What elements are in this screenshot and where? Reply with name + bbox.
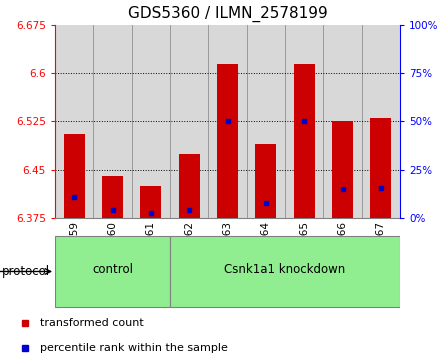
Text: transformed count: transformed count	[40, 318, 143, 328]
Bar	[217, 64, 238, 218]
Text: Csnk1a1 knockdown: Csnk1a1 knockdown	[224, 264, 346, 276]
Bar	[55, 25, 93, 218]
Bar	[362, 25, 400, 218]
Bar	[179, 154, 200, 218]
Text: percentile rank within the sample: percentile rank within the sample	[40, 343, 227, 353]
Bar	[170, 236, 400, 307]
Bar	[64, 134, 85, 218]
Bar	[293, 64, 315, 218]
Bar	[323, 25, 362, 218]
Bar	[170, 25, 208, 218]
Bar	[55, 236, 170, 307]
Bar	[370, 118, 391, 218]
Bar	[332, 122, 353, 218]
Bar	[208, 25, 247, 218]
Bar	[132, 25, 170, 218]
Bar	[140, 186, 161, 218]
Title: GDS5360 / ILMN_2578199: GDS5360 / ILMN_2578199	[128, 6, 327, 22]
Text: control: control	[92, 264, 133, 276]
Bar	[255, 144, 276, 218]
Text: protocol: protocol	[2, 265, 50, 278]
Bar	[247, 25, 285, 218]
Bar	[285, 25, 323, 218]
Bar	[102, 176, 123, 218]
Bar	[93, 25, 132, 218]
